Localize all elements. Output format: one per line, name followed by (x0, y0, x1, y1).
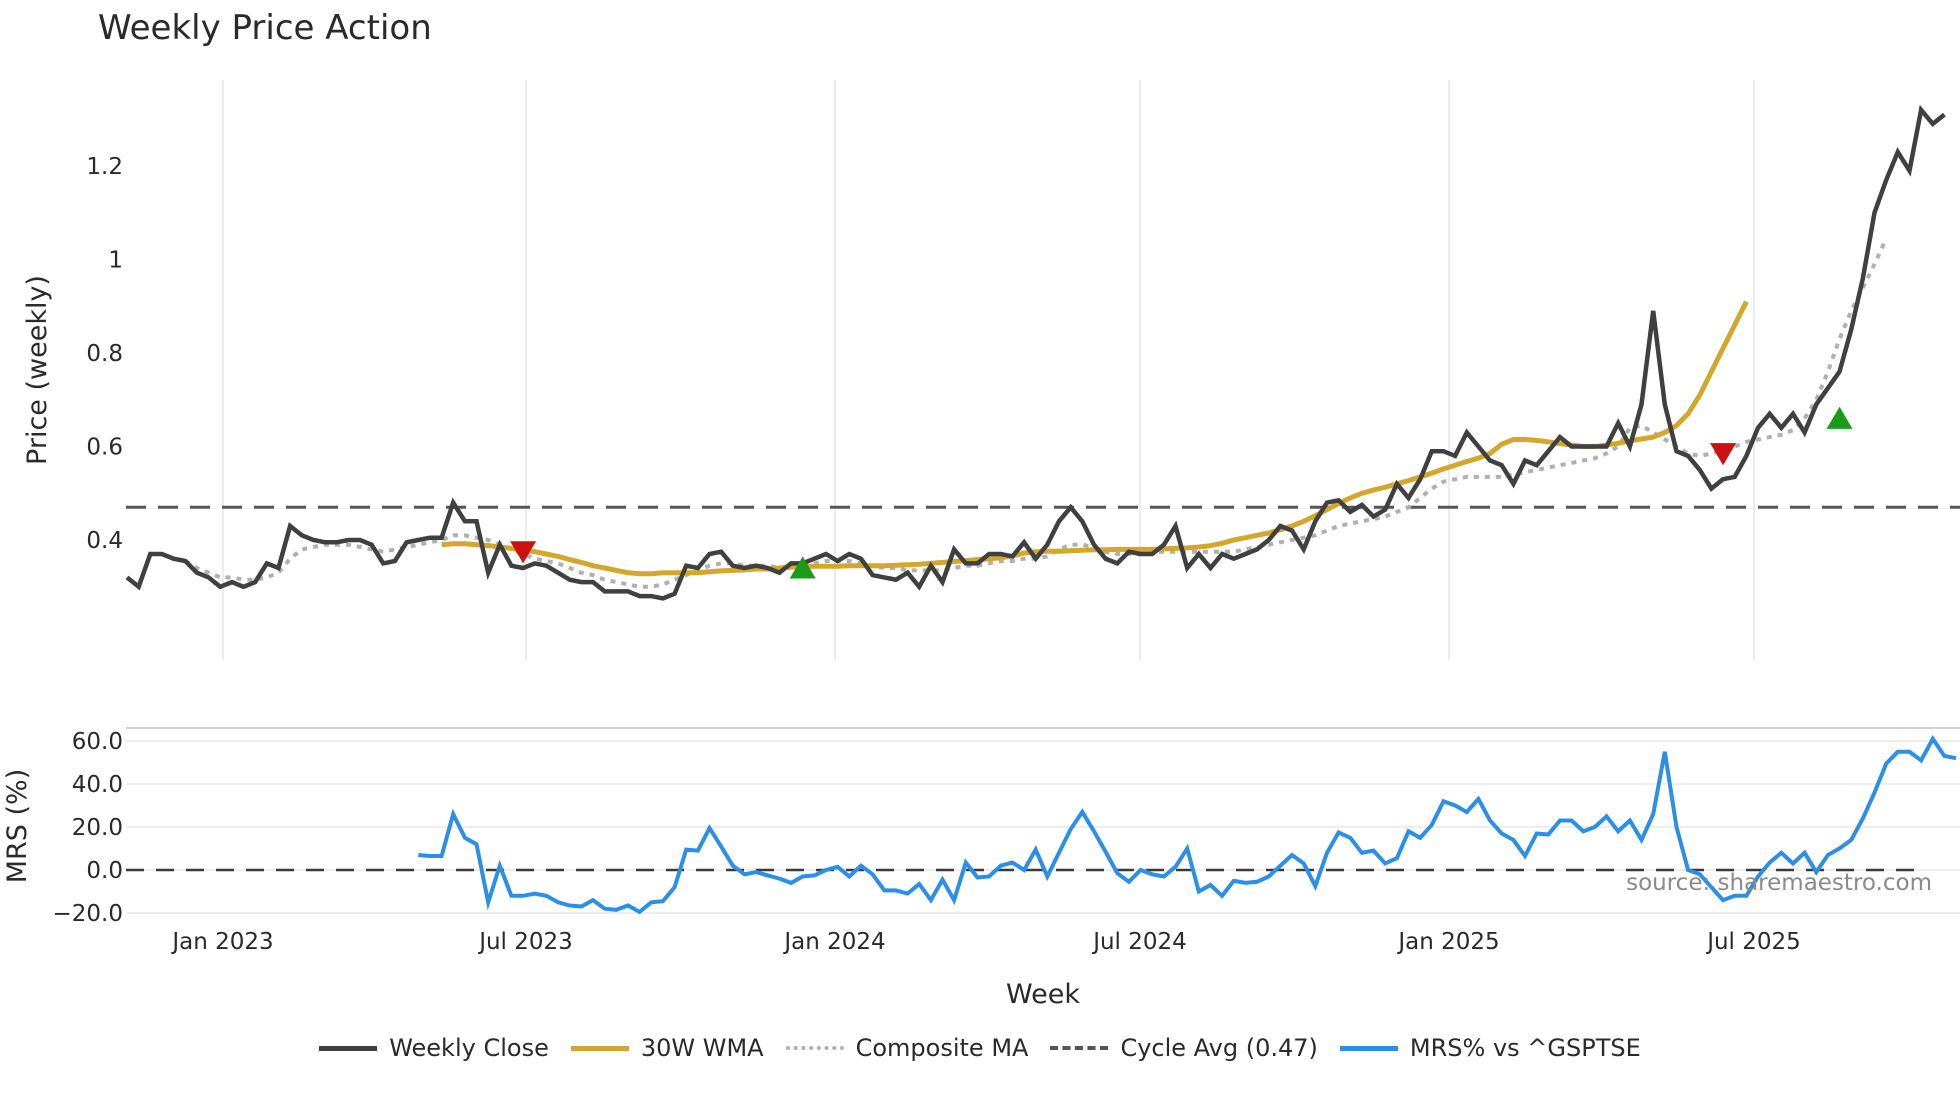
svg-text:40.0: 40.0 (72, 772, 123, 798)
source-watermark: source: sharemaestro.com (1626, 870, 1932, 896)
svg-text:1: 1 (108, 248, 123, 274)
svg-text:Jul 2023: Jul 2023 (477, 929, 573, 955)
weekly-close-swatch-icon (319, 1046, 377, 1051)
weekly-close-line (127, 110, 1944, 599)
legend-label: Weekly Close (389, 1034, 549, 1062)
mrs-y-axis: −20.0 0.0 20.0 40.0 60.0 (53, 729, 123, 927)
cycle-avg-swatch-icon (1050, 1046, 1108, 1050)
svg-text:1.2: 1.2 (86, 154, 123, 180)
svg-text:Jan 2025: Jan 2025 (1396, 929, 1499, 955)
svg-text:60.0: 60.0 (72, 729, 123, 755)
wma-30w-line (442, 302, 1747, 574)
legend-item-mrs[interactable]: MRS% vs ^GSPTSE (1340, 1034, 1641, 1062)
svg-text:20.0: 20.0 (72, 815, 123, 841)
price-y-axis: 0.4 0.6 0.8 1 1.2 (86, 154, 123, 554)
legend-item-composite-ma[interactable]: Composite MA (786, 1034, 1029, 1062)
x-axis-label: Week (1006, 979, 1080, 1010)
svg-text:0.4: 0.4 (86, 528, 123, 554)
composite-ma-swatch-icon (786, 1046, 844, 1050)
mrs-y-axis-label: MRS (%) (2, 769, 33, 884)
legend-label: 30W WMA (641, 1034, 764, 1062)
svg-text:−20.0: −20.0 (53, 901, 123, 927)
price-y-axis-label: Price (weekly) (22, 275, 53, 465)
mrs-swatch-icon (1340, 1046, 1398, 1051)
svg-text:0.6: 0.6 (86, 435, 123, 461)
svg-text:0.8: 0.8 (86, 341, 123, 367)
legend-item-cycle-avg[interactable]: Cycle Avg (0.47) (1050, 1034, 1317, 1062)
wma-swatch-icon (571, 1046, 629, 1051)
legend-item-weekly-close[interactable]: Weekly Close (319, 1034, 549, 1062)
svg-text:Jul 2025: Jul 2025 (1705, 929, 1801, 955)
legend-label: Cycle Avg (0.47) (1120, 1034, 1317, 1062)
svg-text:Jan 2024: Jan 2024 (782, 929, 885, 955)
svg-text:0.0: 0.0 (86, 858, 123, 884)
chart-canvas: 0.4 0.6 0.8 1 1.2 −20.0 0.0 20.0 40.0 60.0 Jan 2… (0, 0, 1960, 1030)
legend-item-wma[interactable]: 30W WMA (571, 1034, 764, 1062)
svg-text:Jul 2024: Jul 2024 (1091, 929, 1187, 955)
buy-signal-marker-icon (1827, 407, 1853, 429)
x-axis: Jan 2023 Jul 2023 Jan 2024 Jul 2024 Jan 2025… (170, 929, 1800, 955)
price-gridlines (223, 80, 1754, 660)
sell-signal-marker-icon (1710, 443, 1736, 465)
legend-label: MRS% vs ^GSPTSE (1410, 1034, 1641, 1062)
legend-label: Composite MA (856, 1034, 1029, 1062)
svg-text:Jan 2023: Jan 2023 (170, 929, 273, 955)
legend: Weekly Close 30W WMA Composite MA Cycle … (0, 1034, 1960, 1062)
